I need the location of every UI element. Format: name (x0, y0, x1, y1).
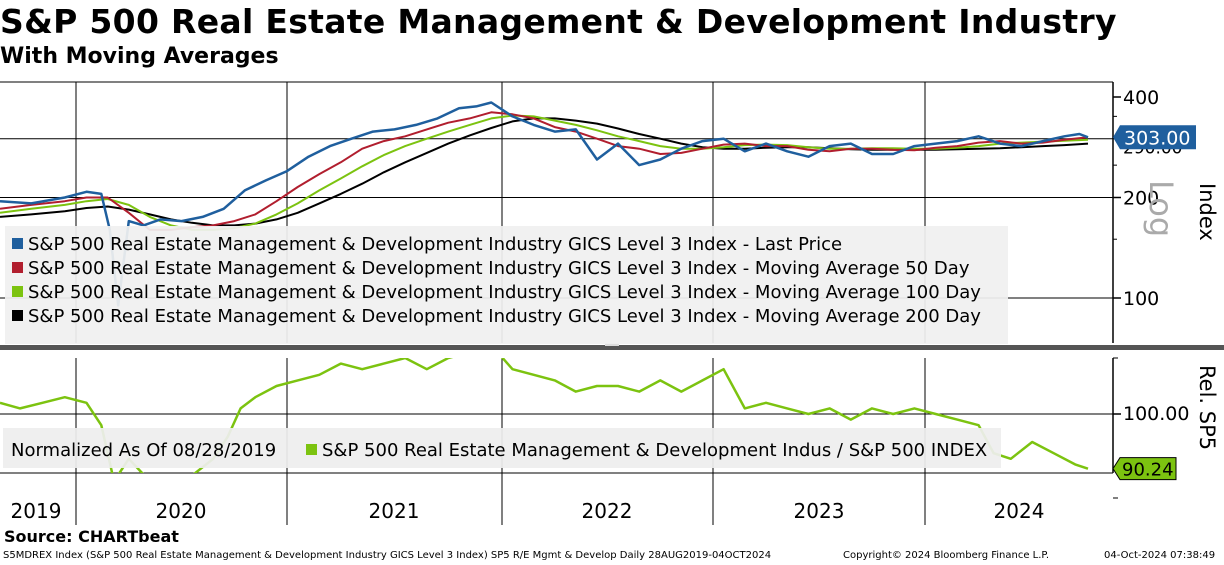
top-axis-title: Index (1195, 183, 1219, 241)
xaxis-label-2023: 2023 (794, 499, 845, 523)
xaxis-label-2024: 2024 (994, 499, 1045, 523)
chart-title: S&P 500 Real Estate Management & Develop… (0, 2, 1117, 41)
panel-separator-grip (605, 343, 619, 346)
chart-subtitle: With Moving Averages (0, 44, 279, 69)
bottom-legend-swatch (306, 444, 317, 455)
top-legend-label-1: S&P 500 Real Estate Management & Develop… (28, 258, 970, 279)
log-scale-label: Log (1142, 180, 1180, 237)
top-legend-label-3: S&P 500 Real Estate Management & Develop… (28, 306, 981, 327)
panel-separator (0, 345, 1224, 350)
top-legend-swatch-2 (12, 286, 23, 297)
footer-ticker-info: S5MDREX Index (S&P 500 Real Estate Manag… (3, 550, 772, 561)
bottom-last-value-text: 90.24 (1122, 460, 1174, 481)
series-relative-line (0, 358, 1089, 473)
series-last-price-line (0, 101, 1089, 307)
top-legend-swatch-3 (12, 310, 23, 321)
bottom-legend-normalized-label: Normalized As Of 08/28/2019 (11, 440, 276, 461)
bottom-axis-title: Rel. SP5 (1195, 365, 1219, 450)
top-ytick-label-0: 400 (1123, 87, 1159, 109)
top-last-value-text: 303.00 (1124, 127, 1190, 149)
source-label: Source: CHARTbeat (4, 527, 179, 546)
top-last-value-tag (1113, 125, 1196, 150)
bottom-ytick-label: 100.00 (1123, 403, 1189, 425)
top-legend-label-0: S&P 500 Real Estate Management & Develop… (28, 234, 842, 255)
top-ytick-label-1: 200 (1123, 188, 1159, 210)
footer-copyright: Copyright© 2024 Bloomberg Finance L.P. (843, 550, 1050, 561)
xaxis-label-2021: 2021 (369, 499, 420, 523)
top-legend-label-2: S&P 500 Real Estate Management & Develop… (28, 282, 981, 303)
top-legend-box (5, 226, 1008, 344)
xaxis-label-2020: 2020 (156, 499, 207, 523)
bottom-legend-label: S&P 500 Real Estate Management & Develop… (322, 440, 987, 461)
bottom-last-value-tag (1112, 457, 1177, 481)
top-legend-swatch-0 (12, 238, 23, 249)
bottom-legend-box (3, 428, 1001, 468)
xaxis-label-2022: 2022 (582, 499, 633, 523)
top-legend-swatch-1 (12, 262, 23, 273)
footer-timestamp: 04-Oct-2024 07:38:49 (1104, 550, 1216, 561)
top-ytick-label-2: 100 (1123, 288, 1159, 310)
xaxis-label-2019: 2019 (11, 499, 62, 523)
